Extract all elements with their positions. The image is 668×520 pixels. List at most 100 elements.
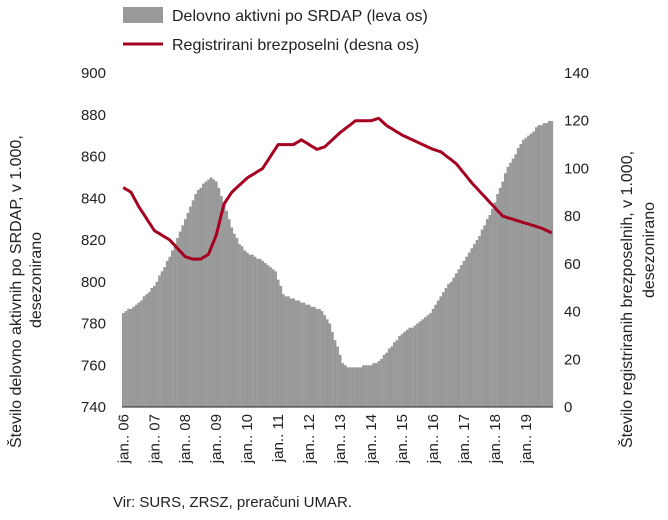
right-axis-title-line1: Število registriranih brezposelnih, v 1.… [617, 151, 636, 448]
bar [447, 283, 450, 407]
bar [423, 317, 427, 407]
left-tick-label: 800 [81, 274, 106, 291]
left-axis-title: Število delovno aktivnih po SRDAP, v 1.0… [6, 131, 45, 448]
right-axis-title: Število registriranih brezposelnih, v 1.… [617, 147, 658, 449]
x-tick-label: jan.. 16 [425, 414, 442, 464]
bar [183, 219, 187, 408]
bar [542, 123, 546, 407]
plot-area [122, 116, 554, 408]
bar [165, 260, 169, 408]
bar [472, 244, 476, 407]
bar [411, 327, 414, 407]
bar [230, 227, 234, 407]
bar [302, 302, 306, 408]
x-tick-label: jan.. 12 [301, 414, 318, 464]
right-tick-label: 40 [564, 304, 581, 321]
bar [315, 308, 319, 407]
bar [251, 254, 254, 407]
bar [204, 181, 208, 407]
left-tick-label: 880 [81, 107, 106, 124]
bar [222, 202, 226, 407]
bar [253, 256, 257, 407]
left-tick-label: 840 [81, 190, 106, 207]
bar [194, 194, 197, 407]
bar [220, 196, 223, 407]
bar [248, 254, 252, 407]
bar [367, 365, 370, 407]
bar [168, 256, 172, 407]
bar [274, 271, 277, 407]
bar [511, 158, 515, 407]
bar [152, 285, 156, 407]
bar [356, 367, 360, 407]
bar [452, 277, 456, 407]
x-tick-label: jan.. 18 [487, 414, 504, 464]
bar [454, 273, 458, 407]
bar [444, 288, 448, 407]
bar [297, 300, 301, 407]
bar [416, 323, 419, 407]
bar [158, 275, 161, 407]
bar [516, 148, 520, 407]
bar [279, 285, 283, 407]
right-tick-label: 0 [564, 399, 572, 416]
bar [480, 229, 484, 407]
bar [276, 279, 280, 407]
left-tick-label: 860 [81, 149, 106, 166]
x-tick-label: jan.. 09 [208, 414, 225, 464]
bar [359, 367, 363, 407]
bar [387, 348, 391, 407]
bar [196, 189, 200, 407]
right-tick-label: 80 [564, 208, 581, 225]
bar [122, 313, 125, 407]
bar [137, 302, 141, 408]
right-tick-label: 60 [564, 256, 581, 273]
x-tick-label: jan.. 10 [239, 414, 256, 464]
left-y-axis: 740 760 780 800 820 840 860 880 900 [81, 65, 106, 416]
bar [483, 225, 487, 407]
bar [163, 267, 167, 407]
legend-bar-swatch [123, 7, 163, 23]
bar [343, 365, 347, 407]
legend: Delovno aktivni po SRDAP (leva os) Regis… [123, 7, 428, 54]
bar [380, 358, 383, 407]
x-tick-label: jan.. 14 [363, 414, 380, 464]
bar [189, 206, 192, 407]
bar [485, 219, 489, 408]
bar [207, 179, 210, 407]
bar [522, 139, 525, 408]
bar [436, 300, 440, 407]
bar [199, 187, 203, 407]
bar [349, 367, 352, 407]
bar [235, 237, 239, 407]
bar [129, 308, 133, 407]
right-y-axis: 0 20 40 60 80 100 120 140 [564, 65, 589, 416]
bar [155, 281, 159, 407]
bar [305, 304, 308, 407]
legend-line-label: Registrirani brezposelni (desna os) [172, 37, 419, 54]
bar [132, 306, 136, 407]
bar [331, 331, 334, 407]
bar [245, 252, 249, 407]
bar [333, 340, 337, 407]
x-axis: jan.. 06 jan.. 07 jan.. 08 jan.. 09 jan.. 10… [115, 414, 535, 464]
bar [351, 367, 355, 407]
right-tick-label: 20 [564, 351, 581, 368]
left-tick-label: 820 [81, 232, 106, 249]
bar [498, 187, 502, 407]
bar [300, 302, 303, 408]
bar [294, 300, 298, 407]
bar [320, 310, 324, 407]
bar [284, 296, 288, 407]
bar [377, 361, 381, 407]
bar [493, 202, 497, 407]
bar [318, 308, 321, 407]
bar [501, 181, 505, 407]
bar [147, 292, 151, 407]
bar [145, 294, 148, 407]
bar [400, 333, 404, 407]
bar [134, 304, 138, 407]
bar [312, 306, 316, 407]
bar [514, 154, 518, 407]
